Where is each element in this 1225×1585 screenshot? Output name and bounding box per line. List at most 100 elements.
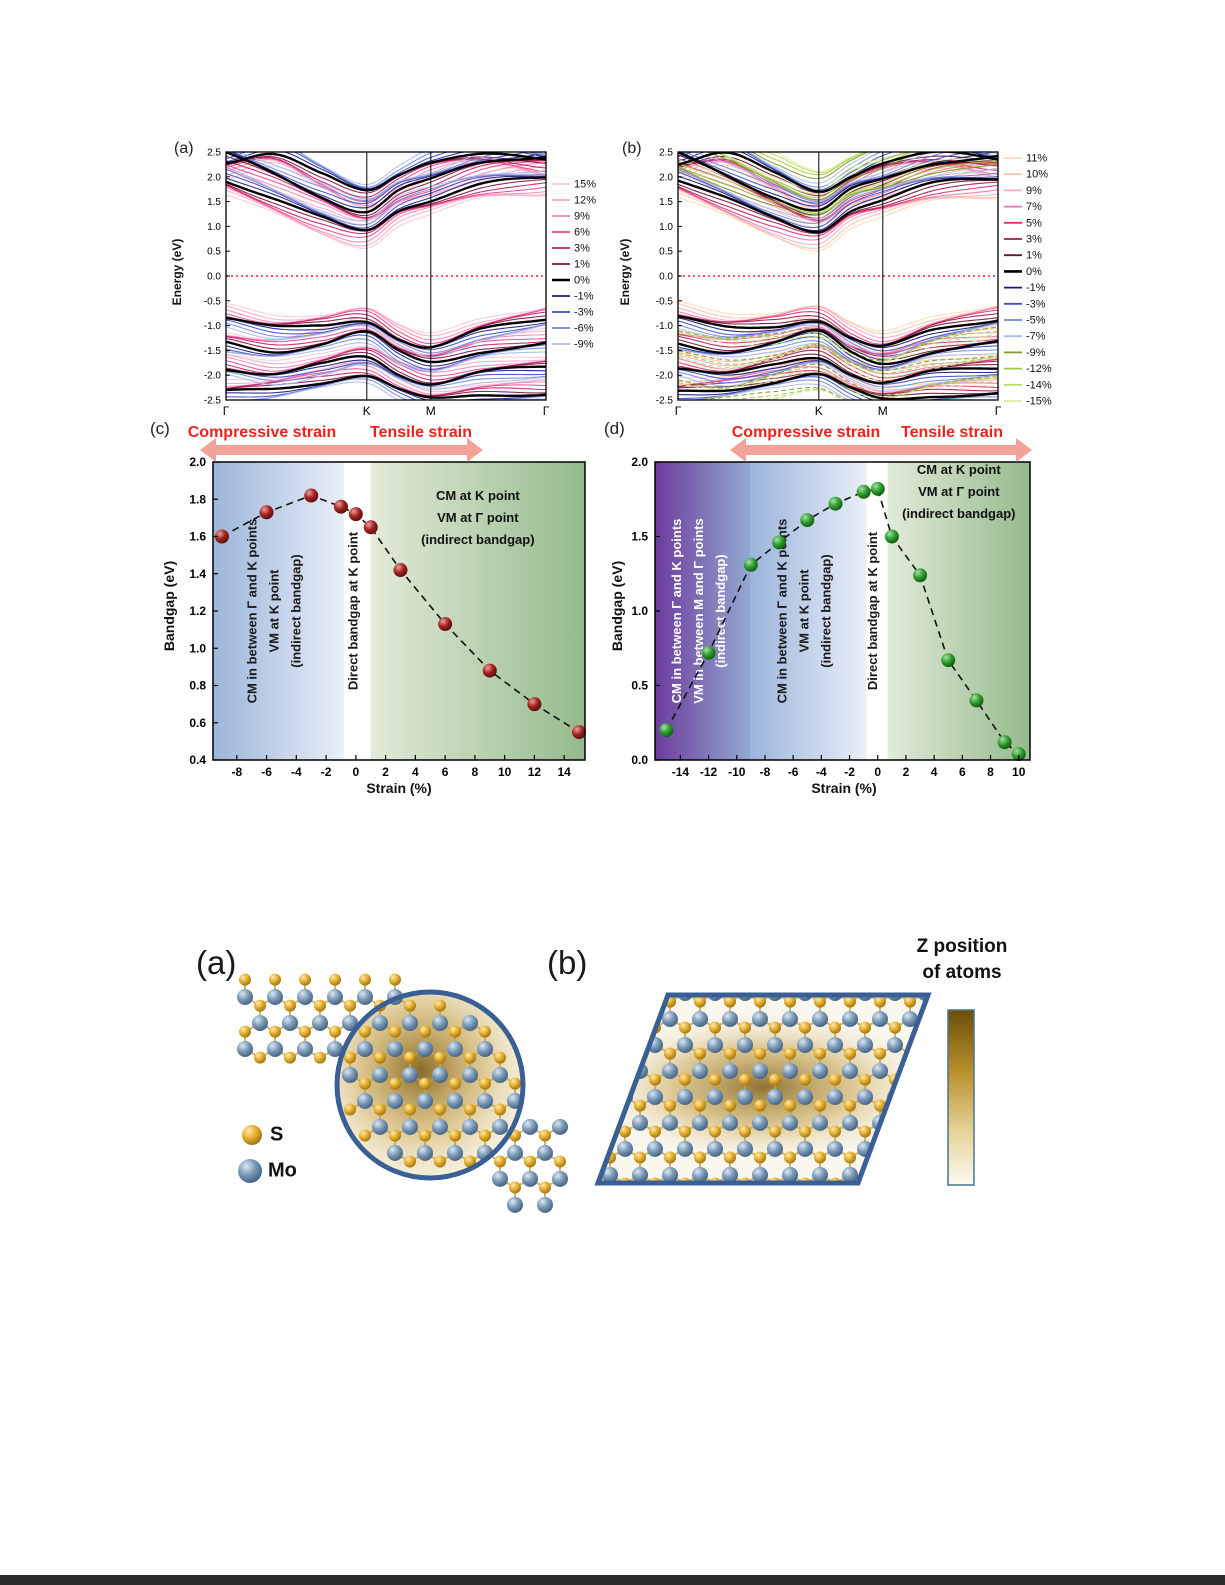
bond <box>580 1097 595 1106</box>
y-tick-label: 1.0 <box>207 222 221 233</box>
s-atom <box>709 1125 721 1138</box>
s-atom <box>374 1051 386 1064</box>
bond <box>580 1149 595 1158</box>
mo-atom <box>342 1014 358 1031</box>
band-structure-panel-a: 2.52.01.51.00.50.0-0.5-1.0-1.5-2.0-2.5Γ K… <box>204 148 596 419</box>
energy-axis-label-a: Energy (eV) <box>170 238 184 306</box>
mo-atom <box>598 995 603 1001</box>
s-atom <box>404 999 416 1012</box>
s-atom <box>814 995 826 1008</box>
band-curves <box>226 152 546 400</box>
x-tick-label: Γ <box>223 404 230 418</box>
s-atom <box>269 1025 281 1038</box>
band-curve <box>678 340 998 371</box>
data-point <box>527 697 542 712</box>
x-tick-label: 8 <box>472 765 479 779</box>
mo-atom <box>692 1062 708 1079</box>
band-curve <box>678 344 998 378</box>
bond <box>609 1070 626 1081</box>
band-curve <box>226 172 546 229</box>
mo-atom <box>602 1166 618 1183</box>
y-tick-label: -0.5 <box>656 296 674 307</box>
s-atom <box>904 1151 916 1164</box>
mo-atom <box>662 1062 678 1079</box>
mo-atom <box>647 995 663 1001</box>
structure-panel-a <box>237 973 568 1213</box>
mo-atom <box>372 1014 388 1031</box>
bond <box>580 1123 595 1132</box>
bond <box>924 1148 928 1159</box>
y-tick-label: 1.2 <box>189 604 206 618</box>
band-curve <box>678 175 998 232</box>
bond <box>924 1070 928 1081</box>
bond <box>580 1045 595 1054</box>
data-point <box>482 663 497 678</box>
bond <box>624 1018 641 1029</box>
band-curve <box>226 152 546 188</box>
atomic-structure-figure <box>237 973 975 1213</box>
mo-atom <box>767 1088 783 1105</box>
band-curve <box>678 168 998 224</box>
s-atom <box>679 1021 691 1034</box>
y-tick-label: -2.0 <box>656 371 674 382</box>
s-atom <box>404 1051 416 1064</box>
legend-label: -6% <box>574 323 594 335</box>
s-atom <box>769 1021 781 1034</box>
x-tick-label: -8 <box>760 765 771 779</box>
mo-atom <box>662 1010 678 1027</box>
bond <box>909 1148 926 1159</box>
panel-a-label: (a) <box>174 140 194 157</box>
band-curve <box>678 171 998 229</box>
legend-label: -12% <box>1026 363 1052 375</box>
s-atom <box>539 1181 551 1194</box>
mo-atom <box>462 1118 478 1135</box>
legend-label: 3% <box>574 243 590 255</box>
s-atom <box>724 995 736 1008</box>
mo-atom <box>692 1114 708 1131</box>
mo-atom <box>252 1014 268 1031</box>
s-atom <box>754 1151 766 1164</box>
band-curve <box>226 374 546 399</box>
bond <box>624 1044 641 1055</box>
region-label: VM at Γ point <box>437 510 519 525</box>
bandgap-strain-panel-d: CM in between Γ and K points VM in betwee… <box>631 438 1032 779</box>
s-atom <box>574 996 586 1008</box>
region-label: CM in between Γ and K points <box>775 519 790 704</box>
s-atom <box>314 999 326 1012</box>
y-tick-label: -2.5 <box>204 396 222 407</box>
mo-atom <box>902 1166 918 1183</box>
s-atom <box>299 1025 311 1038</box>
s-atom <box>359 973 371 986</box>
band-curve <box>678 158 998 219</box>
s-atom <box>634 1151 646 1164</box>
band-curve <box>717 152 909 195</box>
x-tick-label: 0 <box>874 765 881 779</box>
sulfur-legend-label: S <box>270 1123 284 1146</box>
band-curve <box>705 152 922 201</box>
mo-atom <box>752 1166 768 1183</box>
y-tick-label: -0.5 <box>204 296 222 307</box>
mo-atom <box>737 1088 753 1105</box>
energy-axis-label-b: Energy (eV) <box>618 238 632 306</box>
band-curve <box>226 152 546 190</box>
data-point <box>348 507 363 522</box>
x-tick-label: 12 <box>528 765 542 779</box>
x-tick-label: -4 <box>291 765 302 779</box>
band-curve <box>678 328 998 361</box>
s-atom <box>239 1025 251 1038</box>
y-tick-label: 1.4 <box>189 567 206 581</box>
band-curve <box>231 152 531 205</box>
band-curve <box>758 389 846 400</box>
x-tick-label: 2 <box>903 765 910 779</box>
mo-atom <box>692 1166 708 1183</box>
band-curve <box>678 344 998 372</box>
mo-atom <box>572 1011 588 1027</box>
data-point <box>969 693 984 708</box>
s-atom <box>694 995 706 1008</box>
s-atom <box>284 999 296 1012</box>
s-atom <box>598 1021 601 1034</box>
mo-atom <box>387 1040 403 1057</box>
band-curve <box>678 152 998 193</box>
band-curve <box>678 192 998 249</box>
s-atom <box>724 1151 736 1164</box>
